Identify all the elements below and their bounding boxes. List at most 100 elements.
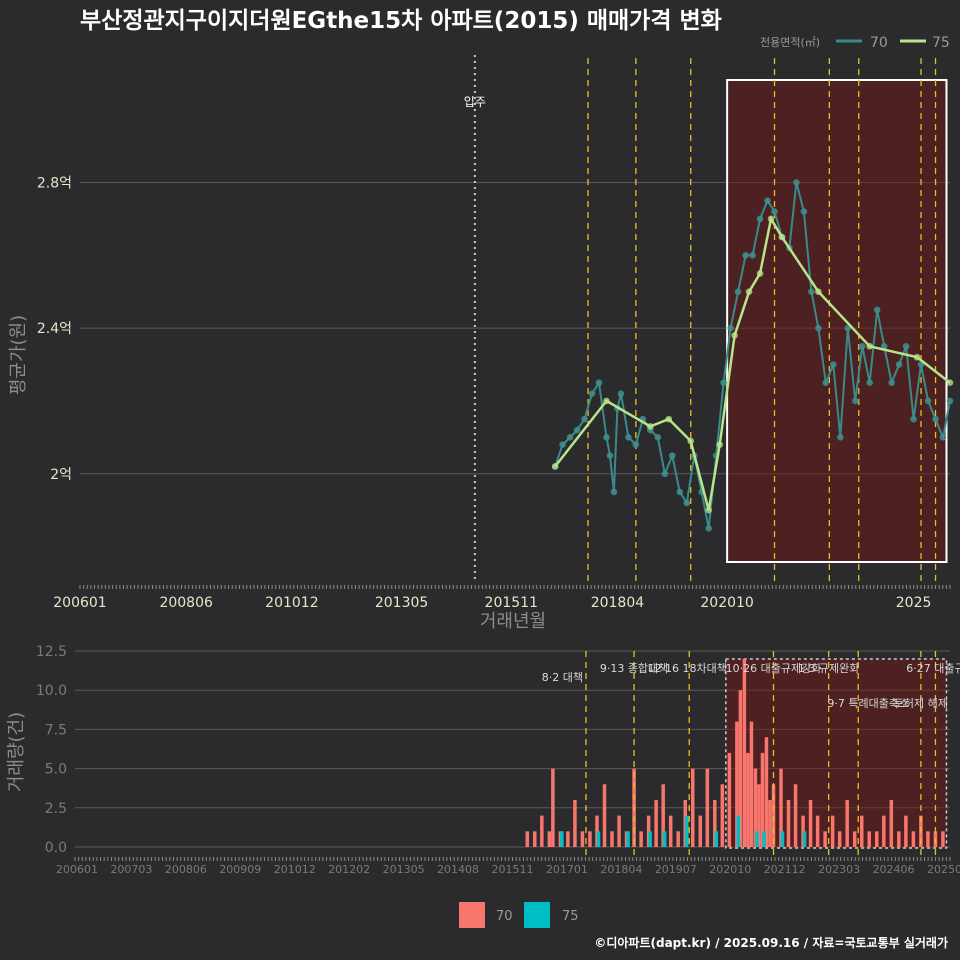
series-75-point-6 [716, 441, 723, 448]
bar-70-8 [580, 831, 585, 847]
bar-70-45 [815, 815, 820, 847]
bar-70-13 [617, 815, 621, 847]
bar-70-60 [926, 831, 930, 847]
move-in-label: 입주 [464, 95, 486, 109]
bar-70-9 [588, 831, 592, 847]
series-70-point-31 [764, 197, 771, 204]
bar-70-40 [779, 768, 783, 847]
series-75-point-11 [778, 233, 786, 241]
bar-75-10 [780, 831, 785, 847]
bar-70-31 [742, 658, 747, 847]
bottom-bars [525, 658, 945, 847]
bar-75-2 [626, 831, 630, 847]
series-70-point-41 [837, 434, 844, 441]
bar-70-48 [837, 831, 842, 847]
main-y-tick-label-1: 2.4억 [37, 321, 72, 337]
series-70-point-9 [610, 488, 618, 496]
series-70-point-12 [625, 434, 632, 441]
bar-70-23 [691, 768, 695, 847]
bar-70-49 [845, 799, 849, 847]
main-series [551, 179, 954, 532]
series-70-point-26 [727, 324, 734, 332]
series-70-point-6 [595, 379, 603, 387]
series-70-point-36 [800, 208, 808, 215]
main-x-tick-label-6: 202010 [700, 595, 753, 611]
series-70-point-39 [822, 379, 830, 387]
bar-70-33 [749, 721, 754, 847]
policy-annotation-0: 8·2 대책 [542, 671, 583, 684]
main-x-tick-label-7: 2025 [896, 595, 932, 611]
series-75-point-12 [815, 288, 822, 295]
policy-annotation-7: 6·27 대출규 [906, 662, 960, 675]
main-x-tick-label-4: 201511 [485, 595, 538, 611]
legend-top: 전용면적(㎡) 70 75 [760, 35, 950, 51]
series-70-point-45 [866, 379, 874, 387]
main-x-tick-label-5: 201804 [591, 595, 645, 611]
bottom-x-tick-label-5: 201202 [328, 863, 370, 876]
series-70-point-4 [581, 415, 588, 423]
series-75-point-14 [913, 353, 921, 361]
bar-75-3 [648, 831, 652, 847]
bar-70-51 [859, 815, 864, 847]
bar-70-12 [610, 831, 614, 847]
series-75-point-1 [603, 397, 610, 405]
bar-70-54 [882, 815, 886, 847]
bar-70-26 [713, 799, 717, 847]
bottom-y-tick-label-2: 5.0 [45, 762, 67, 778]
policy-annotation-3: 10·26 대출규제강화 [726, 662, 822, 675]
series-70-point-50 [902, 343, 910, 350]
series-70-point-51 [910, 415, 917, 423]
main-policy-lines [473, 55, 937, 583]
bottom-x-tick-label-0: 200601 [56, 863, 98, 876]
series-70-point-54 [932, 415, 939, 423]
bar-70-28 [727, 752, 732, 847]
legend-bottom-swatch-70 [459, 902, 485, 928]
bar-70-38 [768, 799, 772, 847]
series-70-point-28 [742, 251, 749, 259]
bottom-axes: 0.0 2.5 5.0 7.5 10.0 12.5 200601 200703 200806 20… [36, 644, 960, 876]
bar-70-0 [525, 831, 530, 847]
bar-70-56 [897, 831, 901, 847]
bar-70-57 [904, 815, 908, 847]
bar-70-4 [551, 768, 555, 847]
bar-75-1 [596, 831, 601, 847]
bottom-gridlines [75, 650, 950, 848]
bar-75-5 [684, 815, 689, 847]
bar-70-50 [852, 831, 857, 847]
bar-70-47 [830, 815, 835, 847]
bottom-x-tick-label-12: 202010 [709, 863, 751, 876]
series-75-point-2 [647, 423, 654, 430]
series-70-point-49 [895, 361, 903, 368]
bar-70-46 [823, 831, 827, 847]
bar-70-24 [698, 815, 703, 847]
bottom-x-tick-label-1: 200703 [110, 863, 152, 876]
series-70-point-30 [756, 215, 764, 223]
main-gridlines [80, 181, 950, 475]
series-70-point-46 [873, 306, 881, 314]
series-70-point-47 [880, 343, 888, 350]
legend-top-label-70: 70 [870, 35, 888, 51]
series-70-point-56 [946, 397, 954, 405]
policy-annotation-5: 9·7 특례대출축소 [827, 697, 909, 710]
bar-75-4 [662, 831, 667, 847]
bar-70-18 [654, 799, 658, 847]
main-x-axis-label: 거래년월 [480, 611, 546, 632]
bar-70-55 [889, 799, 894, 847]
series-70-point-35 [793, 179, 800, 186]
series-70-point-17 [661, 470, 669, 478]
bottom-x-tick-label-3: 200909 [219, 863, 261, 876]
series-70-point-3 [573, 426, 581, 434]
policy-annotation-1: 9·13 종합대책 [600, 662, 668, 675]
bottom-y-tick-label-0: 0.0 [45, 840, 67, 856]
bar-70-35 [757, 784, 761, 847]
series-75-point-8 [745, 288, 753, 295]
bar-70-11 [602, 784, 607, 847]
bar-70-29 [735, 721, 739, 847]
series-70-point-23 [705, 525, 712, 532]
main-highlight-region [726, 79, 948, 563]
bar-70-37 [764, 737, 769, 847]
bar-70-39 [771, 784, 776, 847]
bottom-x-tick-label-2: 200806 [165, 863, 207, 876]
series-70-point-1 [559, 441, 566, 448]
